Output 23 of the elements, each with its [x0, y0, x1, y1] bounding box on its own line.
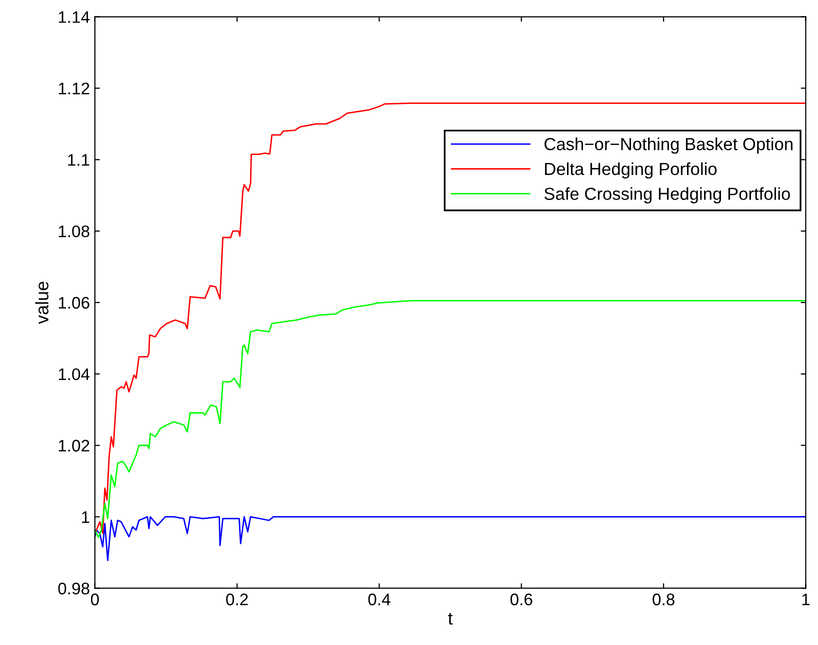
legend-label: Delta Hedging Porfolio	[545, 162, 717, 179]
x-tick-label: 1	[802, 594, 810, 606]
x-tick-label: 0	[90, 594, 99, 606]
y-tick-label: 1.14	[58, 11, 90, 23]
legend-label: Cash−or−Nothing Basket Option	[544, 138, 792, 154]
y-tick-label: 1	[82, 511, 90, 523]
y-tick-label: 1.1	[68, 154, 90, 166]
line-series	[94, 300, 806, 538]
line-series	[94, 516, 806, 562]
y-tick-label: 1.12	[58, 82, 90, 94]
y-tick-label: 1.02	[58, 440, 90, 452]
y-tick-label: 0.98	[58, 582, 90, 594]
x-axis-title: t	[448, 612, 453, 625]
x-tick-label: 0.4	[368, 594, 390, 606]
y-axis-title: value	[35, 282, 48, 324]
y-tick-label: 1.06	[58, 296, 90, 309]
legend-label: Safe Crossing Hedging Portfolio	[544, 187, 790, 204]
line-series	[94, 102, 806, 534]
y-tick-label: 1.04	[58, 368, 90, 380]
x-tick-label: 0.2	[226, 594, 248, 606]
x-tick-label: 0.6	[510, 594, 532, 606]
x-tick-label: 0.8	[652, 594, 674, 606]
y-tick-label: 1.08	[58, 225, 90, 238]
